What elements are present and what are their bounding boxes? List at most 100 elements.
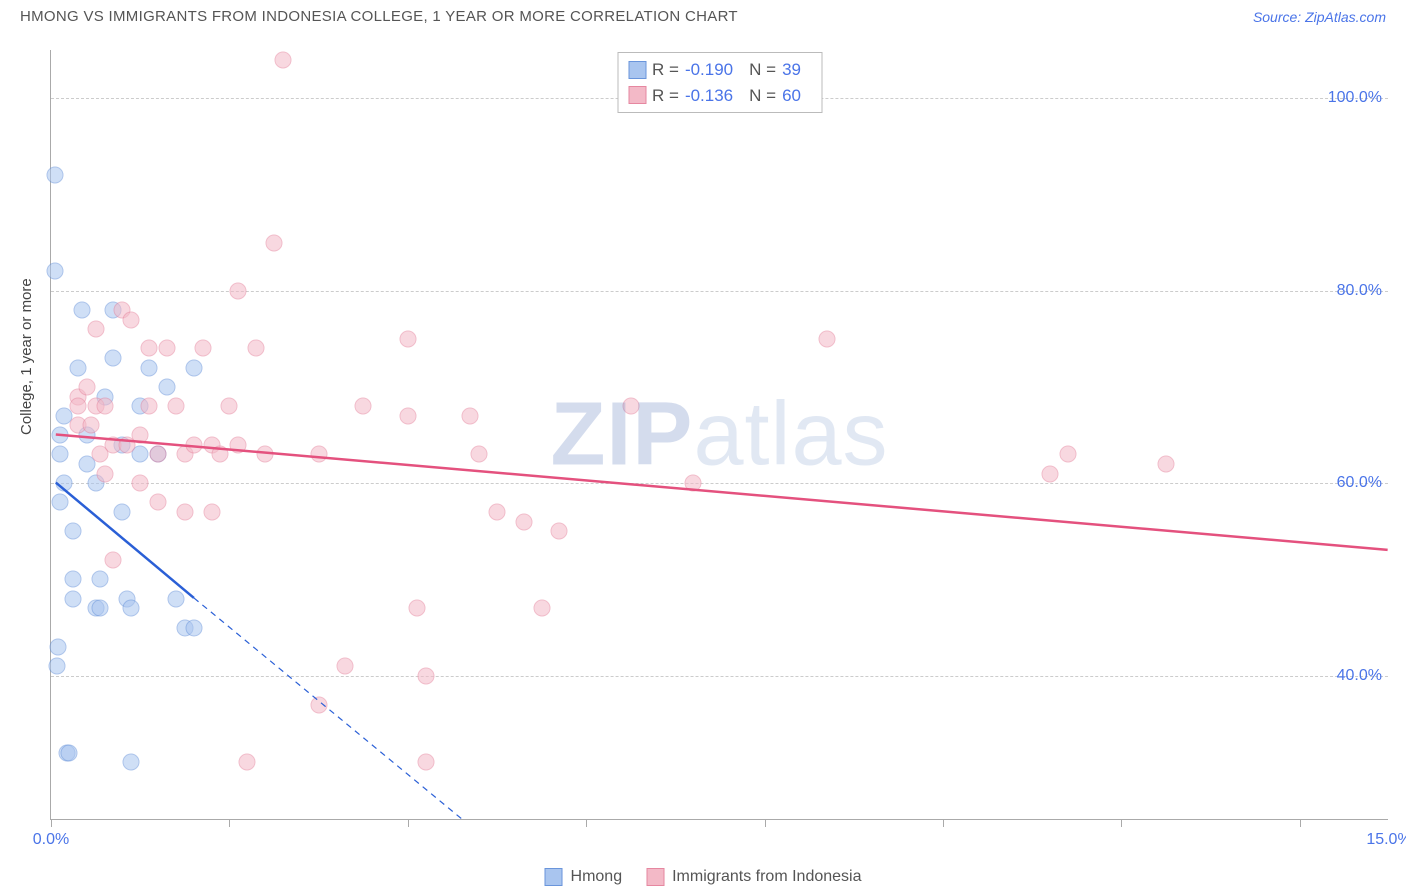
data-point	[123, 600, 140, 617]
data-point	[185, 359, 202, 376]
data-point	[47, 263, 64, 280]
source-credit: Source: ZipAtlas.com	[1253, 9, 1386, 25]
data-point	[141, 359, 158, 376]
data-point	[230, 436, 247, 453]
data-point	[65, 590, 82, 607]
ytick-label: 40.0%	[1337, 667, 1382, 685]
data-point	[87, 321, 104, 338]
data-point	[266, 234, 283, 251]
legend-label: Hmong	[571, 868, 623, 886]
data-point	[92, 600, 109, 617]
data-point	[185, 619, 202, 636]
data-point	[60, 744, 77, 761]
data-point	[221, 398, 238, 415]
data-point	[51, 427, 68, 444]
data-point	[47, 167, 64, 184]
data-point	[150, 446, 167, 463]
data-point	[462, 407, 479, 424]
data-point	[78, 378, 95, 395]
data-point	[65, 523, 82, 540]
data-point	[158, 378, 175, 395]
data-point	[123, 754, 140, 771]
data-point	[69, 398, 86, 415]
data-point	[533, 600, 550, 617]
data-point	[123, 311, 140, 328]
data-point	[1158, 455, 1175, 472]
xtick	[229, 819, 230, 827]
xtick	[1121, 819, 1122, 827]
xtick	[408, 819, 409, 827]
data-point	[141, 340, 158, 357]
data-point	[65, 571, 82, 588]
data-point	[167, 398, 184, 415]
header-bar: HMONG VS IMMIGRANTS FROM INDONESIA COLLE…	[0, 0, 1406, 29]
legend-item: Immigrants from Indonesia	[646, 868, 861, 886]
xtick	[1300, 819, 1301, 827]
data-point	[310, 446, 327, 463]
data-point	[96, 465, 113, 482]
data-point	[257, 446, 274, 463]
data-point	[408, 600, 425, 617]
data-point	[1059, 446, 1076, 463]
gridline-h	[51, 676, 1388, 677]
xtick	[586, 819, 587, 827]
data-point	[399, 330, 416, 347]
data-point	[551, 523, 568, 540]
y-axis-label: College, 1 year or more	[18, 278, 35, 435]
data-point	[239, 754, 256, 771]
data-point	[49, 658, 66, 675]
data-point	[337, 658, 354, 675]
data-point	[399, 407, 416, 424]
data-point	[515, 513, 532, 530]
data-point	[310, 696, 327, 713]
data-point	[150, 494, 167, 511]
chart-title: HMONG VS IMMIGRANTS FROM INDONESIA COLLE…	[20, 8, 738, 25]
legend-item: Hmong	[545, 868, 623, 886]
data-point	[212, 446, 229, 463]
ytick-label: 100.0%	[1328, 89, 1382, 107]
data-point	[355, 398, 372, 415]
data-point	[92, 571, 109, 588]
data-point	[141, 398, 158, 415]
stat-row: R =-0.190N =39	[628, 57, 811, 83]
legend-label: Immigrants from Indonesia	[672, 868, 861, 886]
data-point	[176, 504, 193, 521]
data-point	[230, 282, 247, 299]
data-point	[622, 398, 639, 415]
legend-swatch	[646, 868, 664, 886]
data-point	[105, 350, 122, 367]
series-legend: Hmong Immigrants from Indonesia	[545, 868, 862, 886]
data-point	[132, 427, 149, 444]
data-point	[274, 51, 291, 68]
data-point	[489, 504, 506, 521]
legend-swatch	[628, 86, 646, 104]
legend-swatch	[545, 868, 563, 886]
xtick-label-left: 0.0%	[33, 831, 69, 849]
legend-swatch	[628, 61, 646, 79]
data-point	[74, 301, 91, 318]
data-point	[158, 340, 175, 357]
xtick	[765, 819, 766, 827]
data-point	[685, 475, 702, 492]
data-point	[56, 475, 73, 492]
data-point	[819, 330, 836, 347]
data-point	[417, 754, 434, 771]
data-point	[132, 475, 149, 492]
xtick-label-right: 15.0%	[1366, 831, 1406, 849]
data-point	[203, 504, 220, 521]
correlation-stats-box: R =-0.190N =39R =-0.136N =60	[617, 52, 822, 113]
xtick	[943, 819, 944, 827]
data-point	[1042, 465, 1059, 482]
gridline-h	[51, 291, 1388, 292]
data-point	[471, 446, 488, 463]
data-point	[105, 552, 122, 569]
xtick	[51, 819, 52, 827]
stat-row: R =-0.136N =60	[628, 83, 811, 109]
ytick-label: 80.0%	[1337, 282, 1382, 300]
scatter-chart: ZIPatlas R =-0.190N =39R =-0.136N =60 40…	[50, 50, 1388, 820]
watermark: ZIPatlas	[550, 383, 888, 486]
data-point	[69, 359, 86, 376]
gridline-h	[51, 483, 1388, 484]
ytick-label: 60.0%	[1337, 474, 1382, 492]
data-point	[96, 398, 113, 415]
